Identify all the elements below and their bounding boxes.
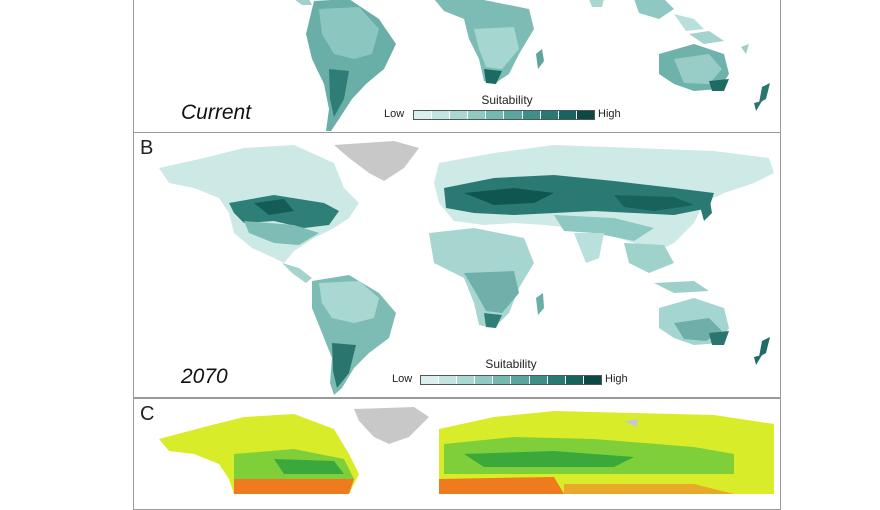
- legend-swatch: [475, 376, 494, 384]
- legend-swatch: [583, 376, 601, 384]
- legend-colorbar-a: [413, 110, 595, 120]
- legend-swatch: [457, 376, 476, 384]
- legend-swatch: [468, 111, 487, 119]
- legend-swatch: [504, 111, 523, 119]
- legend-swatch: [450, 111, 469, 119]
- legend-swatch: [547, 376, 566, 384]
- legend-swatch: [493, 376, 512, 384]
- legend-swatch: [439, 376, 458, 384]
- legend-swatch: [486, 111, 505, 119]
- legend-colorbar-b: [420, 375, 602, 385]
- legend-swatch: [540, 111, 559, 119]
- map-2070: [159, 141, 774, 395]
- legend-swatch: [432, 111, 451, 119]
- map-panel-current: Current Suitability Low High: [133, 0, 781, 134]
- greenland: [334, 141, 419, 181]
- legend-swatch: [421, 376, 440, 384]
- map-panel-2070: B: [133, 132, 781, 398]
- period-label-current: Current: [181, 101, 252, 124]
- map-current: [295, 0, 770, 131]
- legend-title-b: Suitability: [485, 357, 537, 371]
- panel-letter-c: C: [140, 403, 155, 425]
- map-panel-c: C: [133, 398, 781, 510]
- legend-swatch: [565, 376, 584, 384]
- legend-swatch: [558, 111, 577, 119]
- legend-swatch: [522, 111, 541, 119]
- panel-letter-b: B: [140, 137, 154, 159]
- legend-high-b: High: [605, 373, 628, 385]
- legend-high-a: High: [598, 108, 621, 120]
- legend-low-b: Low: [392, 373, 413, 385]
- period-label-2070: 2070: [181, 365, 228, 388]
- legend-low-a: Low: [384, 108, 405, 120]
- map-c: [159, 407, 774, 494]
- legend-title-a: Suitability: [481, 93, 533, 107]
- legend-swatch: [576, 111, 594, 119]
- legend-swatch: [414, 111, 433, 119]
- legend-swatch: [529, 376, 548, 384]
- legend-swatch: [511, 376, 530, 384]
